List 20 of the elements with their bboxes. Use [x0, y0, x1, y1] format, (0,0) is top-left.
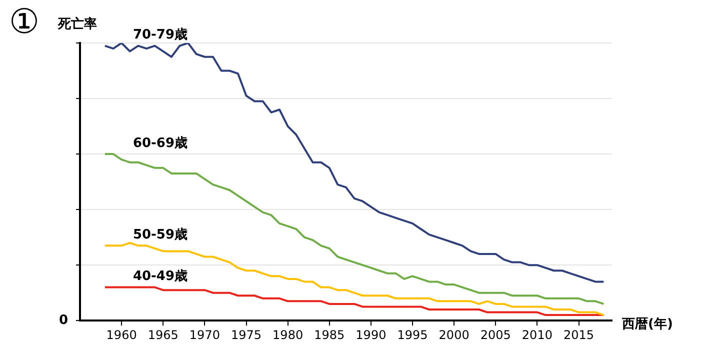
x-tick-label: 1960	[106, 328, 137, 342]
x-tick-label: 2005	[480, 328, 511, 342]
series-label: 50-59歳	[132, 228, 188, 243]
x-tick-label: 1990	[356, 328, 386, 342]
y-axis-title: 死亡率	[57, 16, 97, 32]
chart-title: ①	[9, 2, 40, 42]
x-tick-label: 2015	[563, 328, 594, 342]
text: 0	[58, 312, 68, 328]
x-tick-label: 2000	[438, 328, 470, 342]
x-tick-label: 1965	[148, 328, 178, 342]
x-tick-label: 1985	[314, 328, 345, 342]
x-tick-label: 1975	[230, 328, 262, 342]
x-tick-label: 2010	[522, 328, 552, 342]
x-axis-title: 西暦(年)	[621, 316, 673, 332]
x-tick-label: 1995	[397, 328, 428, 342]
x-tick-label: 1970	[189, 328, 220, 342]
series-label: 60-69歳	[132, 136, 188, 151]
x-tick-label: 1980	[272, 328, 304, 342]
series-label: 40-49歳	[132, 269, 188, 284]
series-label: 70-79歳	[132, 28, 188, 43]
